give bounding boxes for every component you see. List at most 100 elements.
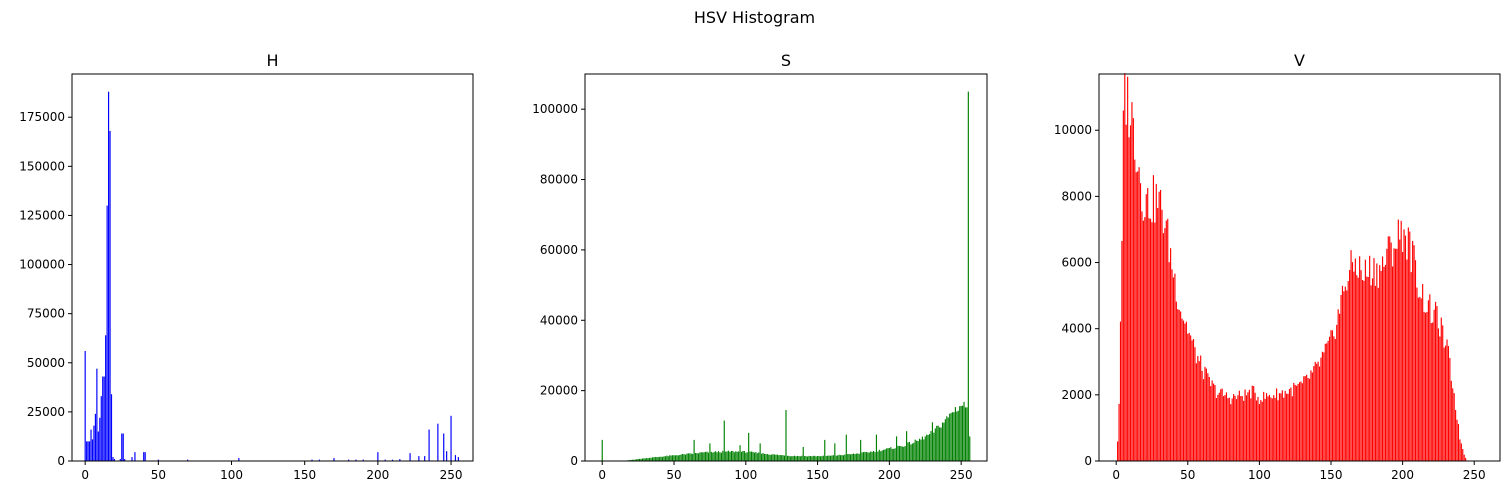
bar xyxy=(692,453,694,461)
bar xyxy=(717,451,720,461)
bar xyxy=(84,350,86,461)
bar xyxy=(888,448,890,461)
bar xyxy=(131,457,133,461)
bar xyxy=(1281,390,1283,461)
bar xyxy=(1224,395,1226,461)
bar xyxy=(1449,357,1451,461)
bar xyxy=(640,458,642,461)
bar xyxy=(881,450,883,461)
bar xyxy=(1137,171,1139,461)
bar xyxy=(740,451,743,461)
bar xyxy=(1230,404,1232,461)
axes-frame xyxy=(1098,73,1501,462)
bar xyxy=(1390,242,1392,461)
bar xyxy=(1333,336,1335,461)
bar xyxy=(1271,398,1273,461)
bar xyxy=(1198,361,1200,461)
bar xyxy=(1268,394,1270,461)
bar xyxy=(967,91,969,461)
bar xyxy=(112,457,114,461)
bar xyxy=(187,459,189,461)
bar xyxy=(726,451,728,461)
y-tick-label: 8000 xyxy=(1061,189,1092,203)
bar xyxy=(814,455,816,461)
y-tick-label: 0 xyxy=(570,454,578,468)
y-tick-label: 125000 xyxy=(19,208,65,222)
bar xyxy=(962,405,964,461)
bar xyxy=(964,407,967,461)
bar xyxy=(1303,376,1305,461)
bar xyxy=(1433,309,1435,461)
bar xyxy=(839,455,842,461)
bar xyxy=(1304,376,1306,461)
bar xyxy=(739,445,741,461)
x-tick-label: 0 xyxy=(81,468,89,482)
bar xyxy=(1410,272,1412,461)
bar xyxy=(858,453,860,461)
bar xyxy=(759,443,761,461)
bar xyxy=(1139,183,1142,461)
y-tick-label: 25000 xyxy=(27,405,65,419)
y-tick-label: 4000 xyxy=(1061,322,1092,336)
x-tick-label: 250 xyxy=(440,468,463,482)
x-tick-label: 150 xyxy=(806,468,829,482)
bar xyxy=(789,456,791,461)
x-tick-label: 200 xyxy=(1391,468,1414,482)
bar xyxy=(887,448,889,461)
bar xyxy=(333,458,335,461)
bar xyxy=(1437,328,1439,461)
bar xyxy=(806,456,809,461)
bar xyxy=(656,457,658,461)
bar xyxy=(384,459,386,461)
bar xyxy=(837,455,839,461)
bar xyxy=(1412,240,1414,461)
bar xyxy=(753,452,755,461)
bar xyxy=(1205,368,1207,461)
bar xyxy=(1138,167,1140,461)
bar xyxy=(1294,384,1296,461)
bar xyxy=(1187,333,1189,461)
bar xyxy=(937,425,939,461)
bar xyxy=(834,443,836,461)
bar xyxy=(1389,236,1391,461)
bar xyxy=(963,401,965,461)
bar xyxy=(907,442,909,461)
bar xyxy=(743,451,745,461)
bar xyxy=(804,456,806,461)
bar xyxy=(103,376,105,461)
bar xyxy=(1413,245,1415,461)
bar xyxy=(916,440,918,461)
bar xyxy=(771,454,773,461)
bar xyxy=(99,417,101,461)
bar xyxy=(1343,291,1345,461)
bar xyxy=(1162,233,1165,461)
bar xyxy=(1134,159,1136,462)
bar xyxy=(1245,395,1248,461)
bar xyxy=(94,413,97,461)
bar xyxy=(723,420,725,461)
bar xyxy=(1367,276,1369,461)
bar xyxy=(91,439,94,461)
bar xyxy=(748,432,750,461)
bar xyxy=(924,436,926,461)
panel-title: H xyxy=(266,51,278,70)
bar xyxy=(758,452,760,461)
bar xyxy=(1141,211,1143,461)
y-tick-label: 150000 xyxy=(19,159,65,173)
bar xyxy=(1243,400,1245,461)
bar xyxy=(1356,275,1358,461)
bar xyxy=(1383,266,1385,461)
bar xyxy=(709,443,711,461)
bar xyxy=(673,455,675,461)
bar xyxy=(1364,259,1366,461)
bar xyxy=(855,453,857,461)
bar xyxy=(950,412,952,461)
bar xyxy=(1354,258,1356,461)
bar xyxy=(1192,338,1195,461)
bar xyxy=(921,436,923,461)
bar xyxy=(1320,357,1322,461)
bar xyxy=(1463,454,1465,461)
bar xyxy=(672,455,674,461)
bar xyxy=(1235,399,1238,461)
bar xyxy=(667,456,669,461)
